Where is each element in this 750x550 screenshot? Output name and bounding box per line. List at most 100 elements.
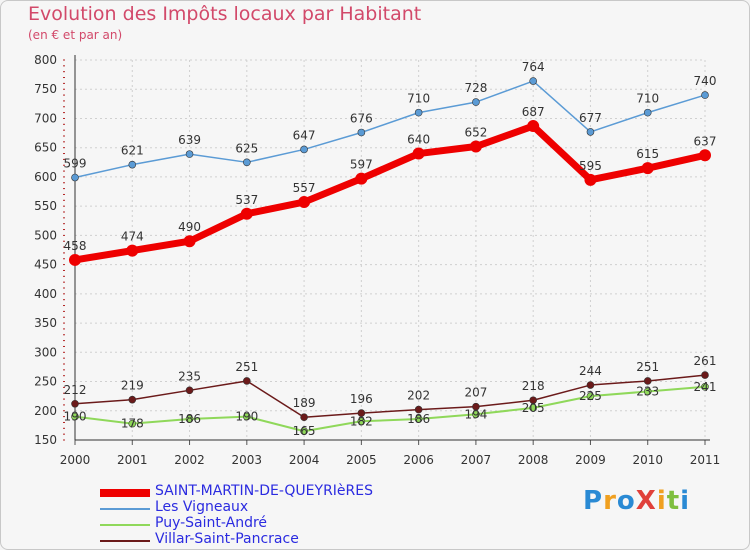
data-point [300, 427, 308, 436]
data-point [357, 417, 366, 426]
y-tick-label: 400 [34, 287, 57, 301]
data-point [699, 149, 711, 162]
data-point [584, 173, 597, 186]
x-tick-label: 2002 [174, 453, 205, 467]
data-label: 178 [121, 417, 144, 431]
data-point [414, 108, 423, 117]
data-point [240, 207, 253, 220]
data-label: 225 [579, 389, 602, 403]
data-label: 219 [121, 379, 144, 393]
data-label: 621 [121, 144, 144, 158]
data-point [357, 409, 366, 417]
data-label: 687 [522, 105, 545, 119]
logo-letter: r [603, 486, 617, 516]
data-label: 190 [64, 410, 87, 424]
data-label: 194 [464, 407, 487, 421]
series-line-3 [74, 374, 706, 418]
x-tick-label: 2006 [403, 453, 434, 467]
data-point [469, 140, 482, 153]
data-label: 251 [636, 360, 659, 374]
data-label: 241 [694, 380, 717, 394]
data-point [586, 128, 595, 136]
data-label: 740 [694, 74, 717, 88]
data-label: 490 [178, 220, 201, 234]
y-tick-label: 450 [34, 258, 57, 272]
x-tick-label: 2000 [60, 453, 91, 467]
data-point [128, 419, 137, 428]
y-tick-label: 650 [34, 141, 57, 155]
data-point [71, 412, 79, 421]
data-label: 557 [293, 181, 316, 195]
data-label: 261 [694, 354, 717, 368]
data-label: 202 [407, 389, 430, 403]
data-label: 458 [64, 239, 87, 253]
data-label: 625 [235, 141, 258, 155]
data-point [529, 404, 537, 412]
y-tick-label: 200 [34, 404, 57, 418]
logo-letter: X [635, 486, 657, 516]
data-label: 677 [579, 111, 602, 125]
data-label: 676 [350, 111, 373, 125]
data-label: 474 [121, 230, 144, 244]
data-label: 652 [464, 126, 487, 140]
data-label: 595 [579, 159, 602, 173]
proxiti-logo: ProXiti [583, 486, 690, 516]
data-point [414, 415, 423, 423]
data-point [641, 162, 654, 175]
chart-subtitle: (en € et par an) [28, 28, 123, 42]
data-point [185, 415, 194, 423]
legend-swatch [100, 489, 150, 497]
data-point [701, 382, 709, 391]
data-point [128, 160, 137, 169]
x-tick-label: 2008 [518, 453, 549, 467]
data-label: 599 [64, 157, 87, 171]
data-point [243, 158, 251, 167]
data-point [185, 386, 194, 395]
data-point [412, 147, 425, 160]
data-label: 647 [293, 128, 316, 142]
data-point [472, 410, 480, 419]
data-label: 615 [636, 147, 659, 161]
data-point [472, 98, 480, 106]
data-point [71, 399, 79, 408]
data-point [472, 402, 480, 411]
data-label: 186 [178, 412, 201, 426]
series-line-2 [74, 385, 706, 433]
data-label: 235 [178, 369, 201, 383]
data-point [126, 244, 139, 257]
data-label: 710 [636, 92, 659, 106]
data-label: 196 [350, 392, 373, 406]
series-line-0 [74, 122, 706, 264]
data-label: 637 [694, 134, 717, 148]
data-label: 186 [407, 412, 430, 426]
y-tick-label: 550 [34, 199, 57, 213]
y-tick-label: 350 [34, 316, 57, 330]
data-label: 207 [464, 386, 487, 400]
data-point [357, 128, 366, 137]
data-label: 189 [293, 396, 316, 410]
data-label: 165 [293, 424, 316, 438]
logo-letter: P [583, 486, 604, 516]
data-label: 597 [350, 158, 373, 172]
data-point [183, 235, 196, 248]
data-point [300, 145, 308, 154]
data-point [243, 412, 251, 421]
data-point [185, 150, 194, 158]
y-tick-label: 150 [34, 433, 57, 447]
y-tick-label: 500 [34, 228, 57, 242]
logo-letter: i [656, 486, 667, 516]
x-tick-label: 2011 [690, 453, 721, 467]
data-label: 710 [407, 92, 430, 106]
series-line-1 [74, 80, 706, 179]
data-label: 764 [522, 60, 545, 74]
x-tick-label: 2004 [289, 453, 320, 467]
x-tick-label: 2005 [346, 453, 377, 467]
y-tick-label: 800 [34, 53, 57, 67]
data-point [300, 413, 308, 422]
data-point [529, 77, 537, 85]
data-point [243, 377, 251, 385]
data-label: 205 [522, 401, 545, 415]
data-point [643, 387, 652, 396]
data-point [643, 108, 652, 117]
